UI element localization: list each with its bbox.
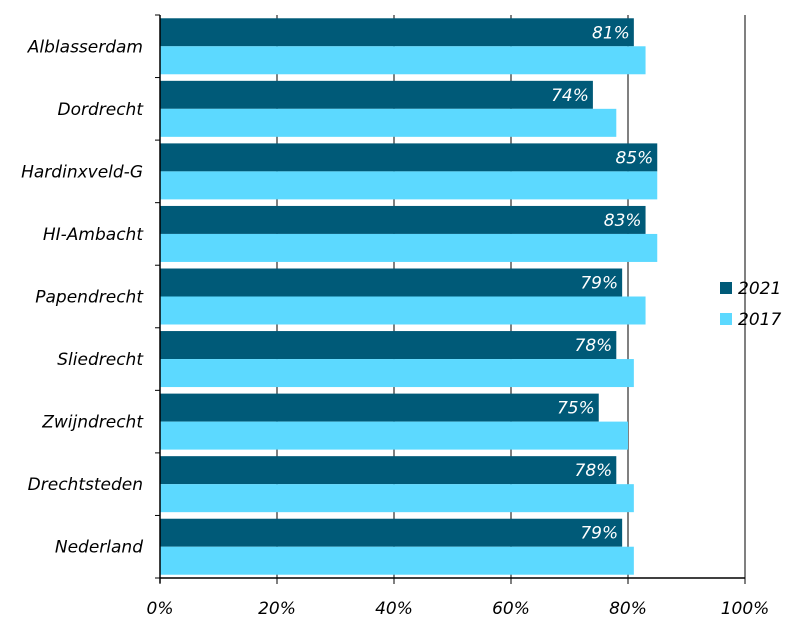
x-tick-label: 100% xyxy=(721,599,770,618)
category-label: Dordrecht xyxy=(57,100,144,120)
bars xyxy=(160,18,658,575)
bar-2017-dordrecht xyxy=(160,108,617,137)
bar-2017-alblasserdam xyxy=(160,46,646,75)
data-label: 79% xyxy=(580,524,618,544)
x-tick-label: 40% xyxy=(375,599,413,618)
data-label: 78% xyxy=(575,336,613,356)
labels: 81% Alblasserdam 74% Dordrecht 85% Hardinxvel… xyxy=(21,23,769,618)
category-label: Drechtsteden xyxy=(28,475,143,495)
data-label: 74% xyxy=(551,86,589,106)
legend-swatch-2021 xyxy=(720,282,732,294)
x-tick-label: 0% xyxy=(147,599,174,618)
bar-2021-hi-ambacht xyxy=(160,205,646,234)
bar-2017-hi-ambacht xyxy=(160,233,658,262)
data-label: 75% xyxy=(557,399,595,419)
bar-2021-sliedrecht xyxy=(160,331,617,360)
data-label: 78% xyxy=(575,461,613,481)
legend-swatch-2017 xyxy=(720,313,732,325)
legend-label-2017: 2017 xyxy=(738,310,781,330)
category-label: Nederland xyxy=(55,538,143,558)
axes xyxy=(155,14,746,584)
data-label: 81% xyxy=(592,23,630,43)
category-label: Alblasserdam xyxy=(27,37,143,57)
category-label: Zwijndrecht xyxy=(41,413,144,433)
bar-2017-nederland xyxy=(160,546,634,575)
data-label: 83% xyxy=(604,211,642,231)
bar-2021-dordrecht xyxy=(160,80,593,109)
bar-2021-alblasserdam xyxy=(160,18,634,47)
category-label: Sliedrecht xyxy=(57,350,144,370)
x-tick-label: 20% xyxy=(258,599,296,618)
data-label: 79% xyxy=(580,274,618,294)
x-tick-label: 80% xyxy=(609,599,647,618)
category-label: HI-Ambacht xyxy=(43,225,144,245)
category-label: Hardinxveld-G xyxy=(21,162,143,182)
legend-label-2021: 2021 xyxy=(738,279,781,299)
legend: 2021 2017 xyxy=(720,279,781,330)
bar-2021-drechtsteden xyxy=(160,456,617,485)
bar-2017-drechtsteden xyxy=(160,484,634,513)
category-label: Papendrecht xyxy=(35,288,144,308)
bar-2021-nederland xyxy=(160,518,623,547)
bar-2017-zwijndrecht xyxy=(160,421,628,450)
bar-2017-hardinxveld-g xyxy=(160,171,658,200)
x-tick-label: 60% xyxy=(492,599,530,618)
bar-2021-zwijndrecht xyxy=(160,393,599,422)
bar-2017-sliedrecht xyxy=(160,359,634,388)
bar-2021-papendrecht xyxy=(160,268,623,297)
bar-2021-hardinxveld-g xyxy=(160,143,658,172)
bar-2017-papendrecht xyxy=(160,296,646,325)
data-label: 85% xyxy=(615,148,653,168)
